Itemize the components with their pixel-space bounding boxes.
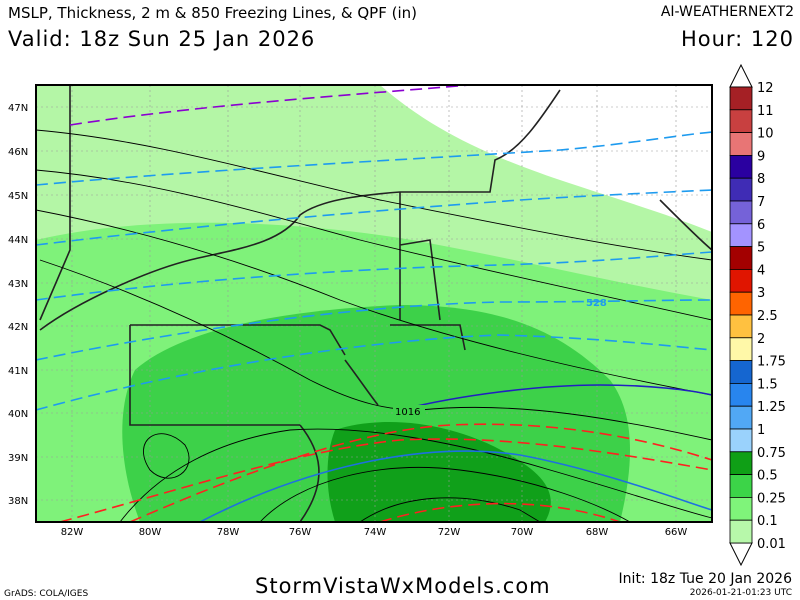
lat-label: 42N — [8, 322, 28, 333]
colorbar-label: 7 — [757, 195, 765, 210]
colorbar-label: 10 — [757, 127, 774, 142]
colorbar-label: 1.5 — [757, 377, 778, 392]
colorbar-label: 0.5 — [757, 469, 778, 484]
qpf-colorbar: 12 11 10 9 8 7 6 5 4 3 2.5 2 1.75 1.5 1.25 1 0.75 0.5 0.25… — [729, 63, 786, 567]
qpf-0.5-area — [327, 422, 551, 522]
latitude-labels: 47N 46N 45N 44N 43N 42N 41N 40N 39N 38N — [8, 103, 28, 507]
lat-label: 45N — [8, 191, 28, 202]
colorbar-label: 1.25 — [757, 400, 786, 415]
colorbar-label: 2 — [757, 332, 765, 347]
850-freezing-line — [129, 423, 712, 522]
lon-label: 78W — [217, 527, 240, 538]
colorbar-label: 12 — [757, 81, 774, 96]
forecast-hour: Hour: 120 — [680, 27, 794, 51]
colorbar-swatch — [729, 177, 753, 202]
colorbar-swatch — [729, 405, 753, 430]
map-title: MSLP, Thickness, 2 m & 850 Freezing Line… — [8, 4, 417, 22]
lat-label: 43N — [8, 279, 28, 290]
lon-label: 70W — [511, 527, 534, 538]
valid-time: Valid: 18z Sun 25 Jan 2026 — [8, 27, 316, 51]
init-time: Init: 18z Tue 20 Jan 2026 — [618, 571, 792, 587]
lon-label: 80W — [139, 527, 162, 538]
colorbar-label: 8 — [757, 172, 765, 187]
model-name: AI-WEATHERNEXT2 — [660, 4, 794, 20]
no-precip-area — [380, 85, 712, 232]
lat-label: 41N — [8, 366, 28, 377]
thickness-label: 528 — [586, 298, 607, 309]
colorbar-swatch — [729, 86, 753, 111]
colorbar-swatch — [729, 109, 753, 134]
colorbar-label: 0.25 — [757, 491, 786, 506]
lat-label: 44N — [8, 235, 28, 246]
colorbar-label: 0.01 — [757, 537, 786, 552]
colorbar-label: 1.75 — [757, 355, 786, 370]
freezing-lines — [59, 384, 712, 522]
lon-label: 74W — [364, 527, 387, 538]
generated-timestamp: 2026-01-21-01:23 UTC — [689, 588, 792, 598]
lon-label: 72W — [438, 527, 461, 538]
isobar-label: 1016 — [395, 407, 420, 418]
colorbar-label: 11 — [757, 104, 774, 119]
map-frame — [35, 84, 713, 523]
colorbar-swatch — [729, 268, 753, 293]
grads-credit: GrADS: COLA/IGES — [4, 589, 89, 599]
colorbar-swatch — [729, 132, 753, 156]
colorbar-swatch — [729, 223, 753, 248]
colorbar-top-arrow — [729, 63, 753, 88]
colorbar-label: 6 — [757, 218, 765, 233]
colorbar-swatch — [729, 246, 753, 270]
lat-label: 39N — [8, 453, 28, 464]
colorbar-swatch — [729, 314, 753, 339]
lon-label: 66W — [665, 527, 688, 538]
lat-label: 47N — [8, 103, 28, 114]
colorbar-swatch — [729, 154, 753, 179]
colorbar-label: 1 — [757, 423, 765, 438]
isobars — [36, 129, 712, 522]
colorbar-swatch — [729, 428, 753, 453]
lat-label: 46N — [8, 147, 28, 158]
colorbar-label: 5 — [757, 241, 765, 256]
colorbar-label: 3 — [757, 286, 765, 301]
2m-freezing-line — [399, 384, 712, 411]
lat-label: 38N — [8, 496, 28, 507]
lon-label: 76W — [289, 527, 312, 538]
longitude-labels: 82W 80W 78W 76W 74W 72W 70W 68W 66W — [61, 527, 688, 538]
colorbar-label: 2.5 — [757, 309, 778, 324]
colorbar-label: 0.1 — [757, 514, 778, 529]
colorbar-swatch — [729, 291, 753, 316]
colorbar-bottom-arrow — [729, 542, 753, 567]
lon-label: 68W — [586, 527, 609, 538]
colorbar-swatch — [729, 382, 753, 407]
colorbar-label: 9 — [757, 149, 765, 164]
colorbar-swatch — [729, 474, 753, 498]
site-name: StormVistaWxModels.com — [255, 574, 551, 598]
lat-label: 40N — [8, 409, 28, 420]
colorbar-swatch — [729, 337, 753, 361]
colorbar-swatch — [729, 451, 753, 475]
thickness-lines — [36, 85, 712, 411]
lon-label: 82W — [61, 527, 84, 538]
colorbar-label: 4 — [757, 263, 765, 278]
thickness-540-line — [69, 85, 471, 126]
colorbar-label: 0.75 — [757, 446, 786, 461]
qpf-shading: 528 1016 — [36, 85, 712, 522]
colorbar-swatch — [729, 360, 753, 384]
colorbar-swatch — [729, 519, 753, 544]
colorbar-swatch — [729, 200, 753, 225]
colorbar-swatch — [729, 496, 753, 521]
